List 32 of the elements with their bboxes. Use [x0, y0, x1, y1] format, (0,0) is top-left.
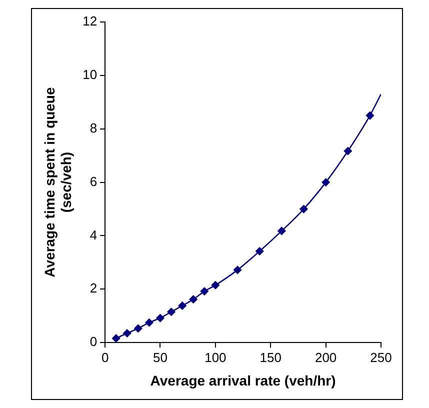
x-tick-label: 250 — [370, 350, 392, 365]
point — [211, 281, 220, 290]
y-tick-label: 8 — [90, 120, 98, 136]
point — [255, 247, 264, 256]
point — [134, 324, 142, 333]
point — [278, 226, 286, 236]
y-tick-label: 4 — [90, 227, 98, 242]
x-tick-label: 200 — [314, 350, 337, 365]
point — [123, 329, 132, 338]
x-tick-label: 0 — [101, 350, 109, 365]
point — [178, 302, 186, 310]
point — [300, 204, 308, 214]
point — [322, 178, 330, 186]
y-axis-title: Average time spent in queue (sec/veh) — [41, 87, 74, 278]
y-tick-label: 0 — [90, 334, 98, 350]
point — [156, 314, 164, 322]
y-tick-label: 10 — [82, 67, 98, 82]
x-tick-label: 50 — [153, 350, 168, 365]
point — [344, 146, 352, 156]
y-tick-label: 2 — [90, 280, 98, 296]
point — [167, 308, 176, 316]
point — [366, 111, 374, 120]
x-axis-title: Average arrival rate (veh/hr) — [150, 372, 336, 388]
point — [145, 318, 154, 327]
y-tick-label: 6 — [90, 174, 98, 189]
point — [233, 266, 242, 274]
point — [200, 287, 208, 296]
y-tick-label: 12 — [82, 14, 98, 29]
x-tick-label: 100 — [204, 350, 226, 365]
x-tick-label: 150 — [260, 350, 282, 365]
point — [189, 295, 198, 304]
point — [112, 334, 120, 342]
